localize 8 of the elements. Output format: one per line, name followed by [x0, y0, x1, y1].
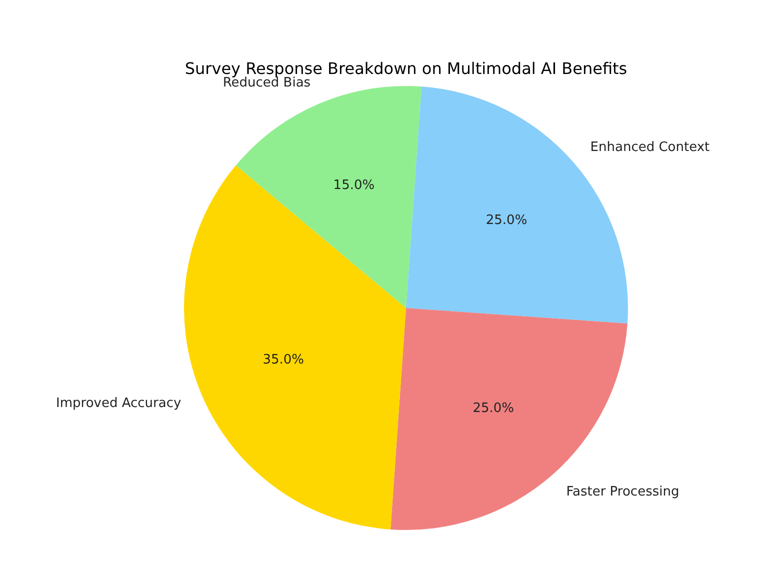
data-label: 15.0%	[333, 178, 375, 193]
slice-label: Reduced Bias	[222, 76, 311, 91]
data-label: 35.0%	[262, 352, 304, 368]
data-label: 25.0%	[472, 400, 514, 416]
slice-label: Improved Accuracy	[56, 396, 182, 411]
slice-label: Enhanced Context	[590, 140, 710, 156]
slice-label: Faster Processing	[566, 484, 680, 500]
data-label: 25.0%	[486, 212, 528, 228]
